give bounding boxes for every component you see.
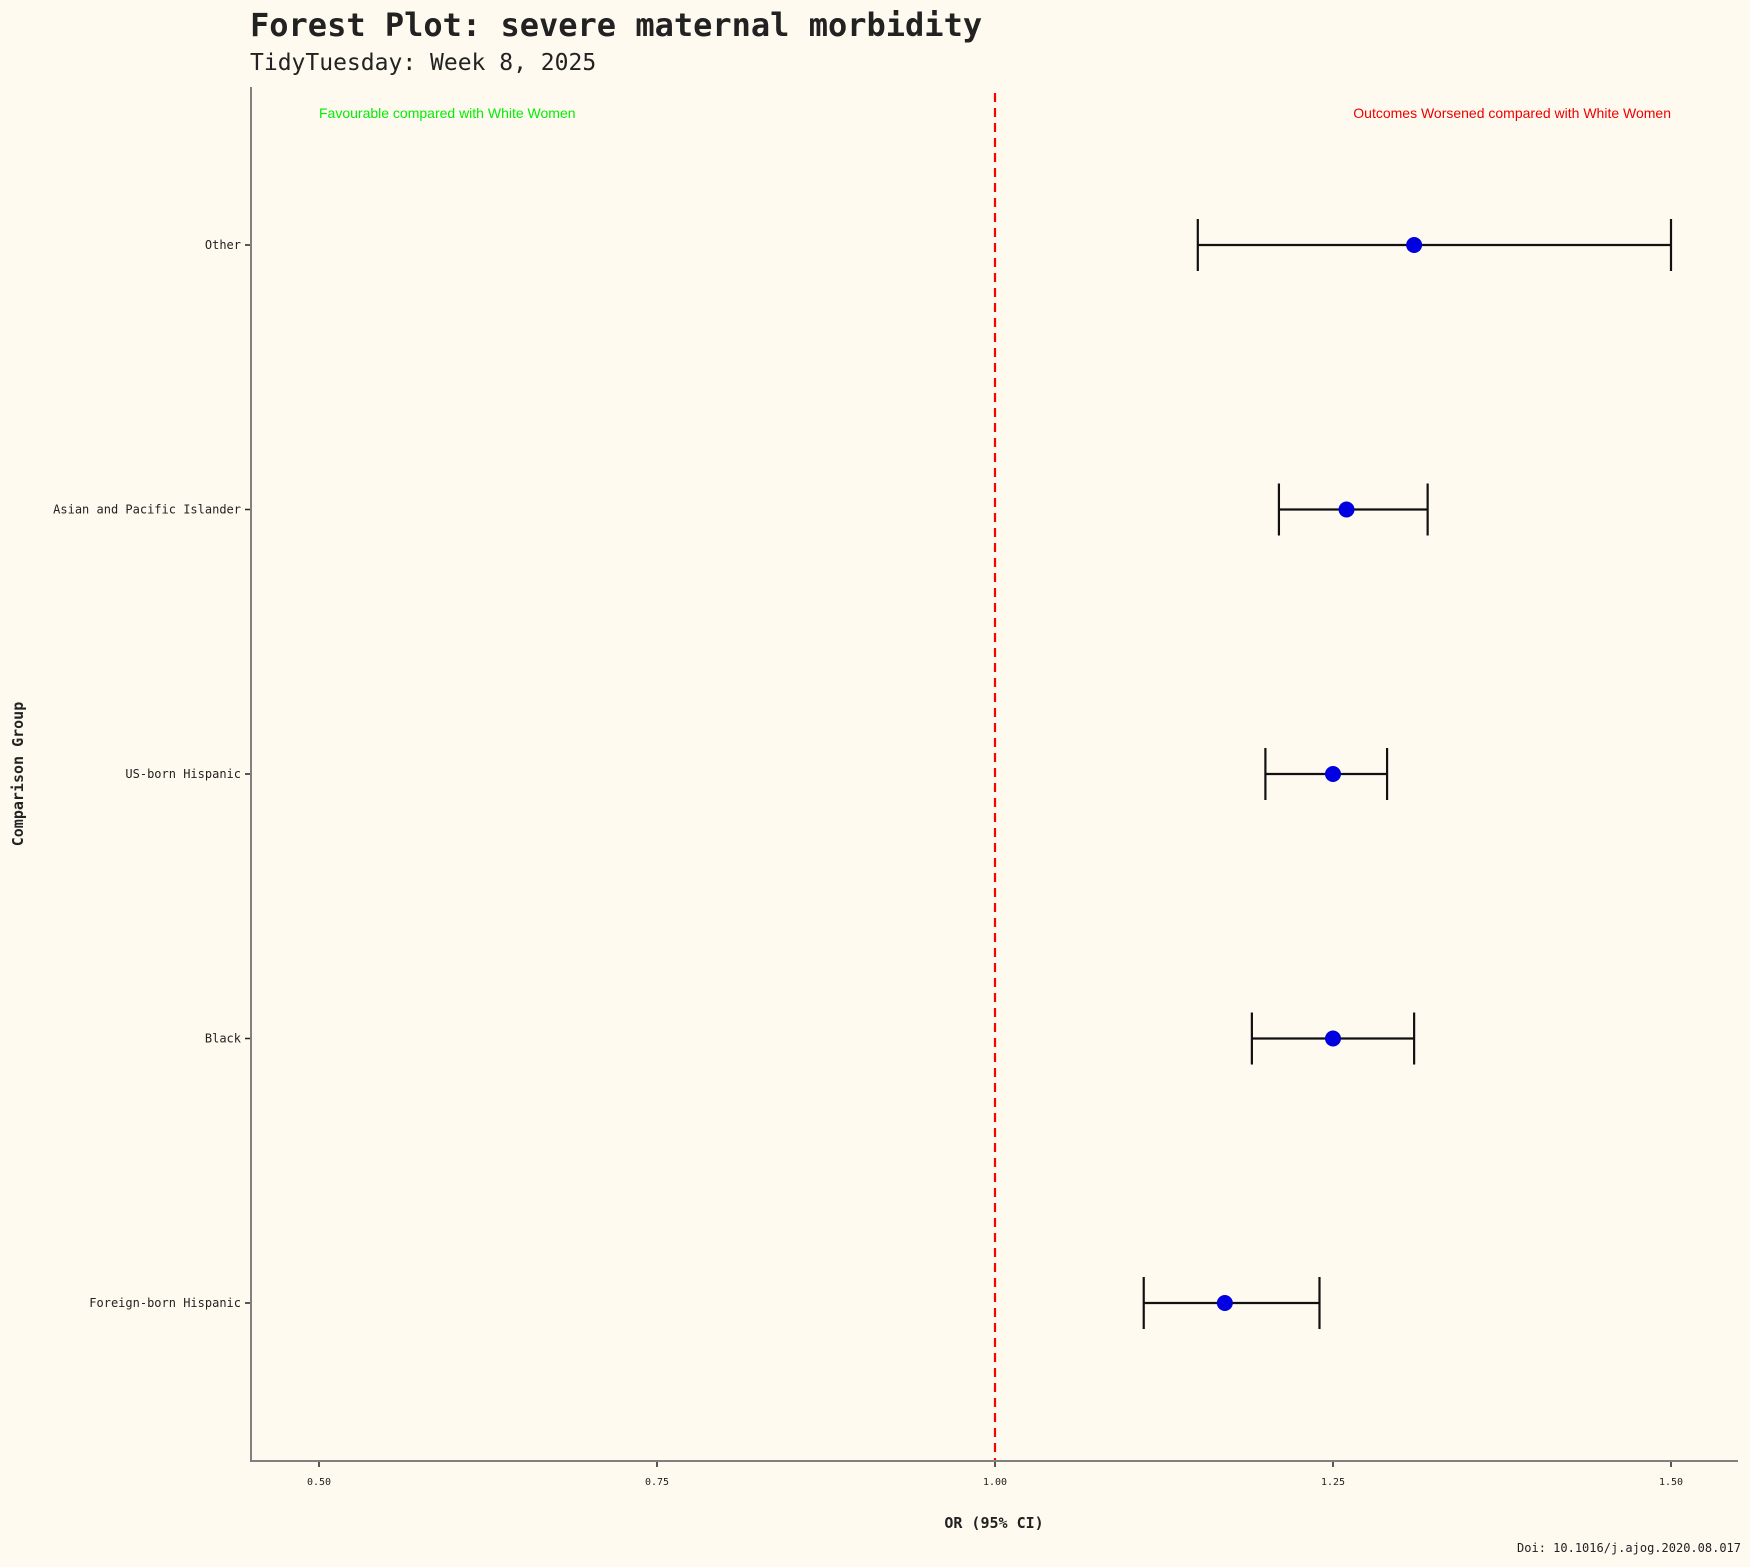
x-tick-label: 0.75 bbox=[645, 1477, 669, 1488]
y-tick-label: Black bbox=[205, 1032, 242, 1046]
plot-area: 0.50 0.75 1.00 1.25 1.50 Foreign-born Hispani… bbox=[53, 93, 1683, 1488]
x-axis-title: OR (95% CI) bbox=[944, 1514, 1043, 1532]
x-tick-label: 1.25 bbox=[1321, 1477, 1345, 1488]
chart-title: Forest Plot: severe maternal morbidity bbox=[250, 6, 982, 44]
y-tick-label: US-born Hispanic bbox=[125, 767, 241, 781]
annotation-favourable: Favourable compared with White Women bbox=[319, 105, 576, 121]
chart-subtitle: TidyTuesday: Week 8, 2025 bbox=[250, 50, 596, 76]
y-tick-label: Foreign-born Hispanic bbox=[89, 1296, 241, 1310]
y-tick-label: Asian and Pacific Islander bbox=[53, 503, 241, 517]
or-point bbox=[1216, 1295, 1233, 1311]
annotation-worsened: Outcomes Worsened compared with White Wo… bbox=[1353, 105, 1671, 121]
or-point bbox=[1325, 766, 1341, 782]
x-tick-label: 0.50 bbox=[307, 1477, 331, 1488]
caption: Doi: 10.1016/j.ajog.2020.08.017 bbox=[1517, 1541, 1741, 1555]
y-axis-title: Comparison Group bbox=[9, 702, 27, 847]
x-tick-label: 1.50 bbox=[1659, 1477, 1683, 1488]
y-tick-label: Other bbox=[205, 238, 241, 252]
or-point bbox=[1338, 501, 1355, 518]
x-tick-label: 1.00 bbox=[983, 1477, 1007, 1488]
or-point bbox=[1406, 237, 1423, 253]
or-point bbox=[1325, 1030, 1341, 1047]
